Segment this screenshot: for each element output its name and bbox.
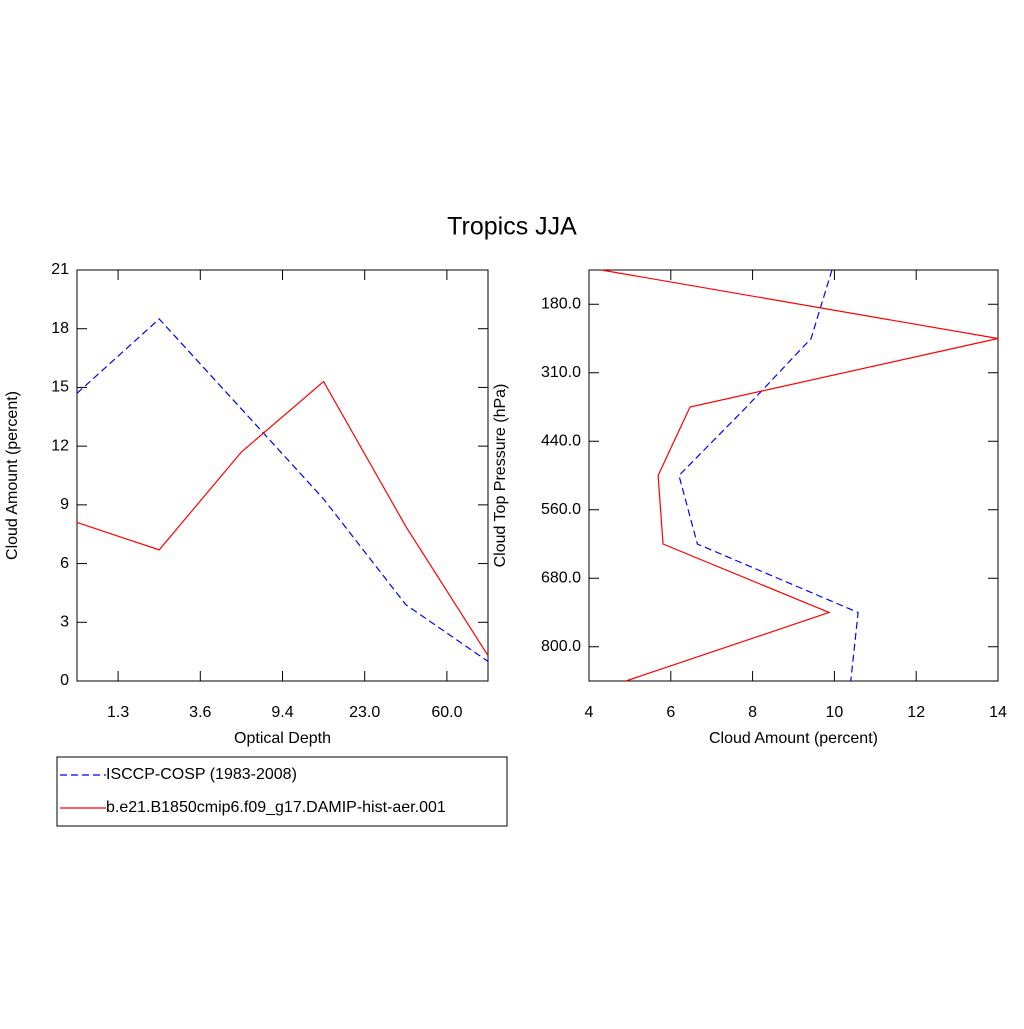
plot-frame <box>76 269 489 682</box>
y-tick-label: 800.0 <box>541 638 581 655</box>
series-line <box>76 380 489 656</box>
x-tick-label: 23.0 <box>349 704 380 721</box>
y-tick-label: 21 <box>51 261 69 278</box>
x-tick-label: 60.0 <box>431 704 462 721</box>
legend-label: b.e21.B1850cmip6.f09_g17.DAMIP-hist-aer.… <box>106 799 446 816</box>
y-tick-label: 440.0 <box>541 432 581 449</box>
x-tick-label: 12 <box>907 704 925 721</box>
y-axis-label: Cloud Top Pressure (hPa) <box>492 384 509 568</box>
series-line <box>601 269 999 682</box>
x-axis-label: Cloud Amount (percent) <box>709 730 878 747</box>
legend-box <box>56 756 508 827</box>
x-tick-label: 14 <box>989 704 1007 721</box>
x-tick-label: 6 <box>666 704 675 721</box>
y-tick-label: 12 <box>51 437 69 454</box>
x-axis-label: Optical Depth <box>234 730 331 747</box>
y-tick-label: 0 <box>60 672 69 689</box>
y-tick-label: 9 <box>60 496 69 513</box>
chart-title: Tropics JJA <box>447 213 577 241</box>
y-tick-label: 560.0 <box>541 501 581 518</box>
x-tick-label: 3.6 <box>189 704 211 721</box>
y-tick-label: 18 <box>51 320 69 337</box>
x-tick-label: 9.4 <box>271 704 293 721</box>
y-tick-label: 180.0 <box>541 295 581 312</box>
y-tick-label: 15 <box>51 379 69 396</box>
x-tick-label: 10 <box>826 704 844 721</box>
y-tick-label: 680.0 <box>541 569 581 586</box>
x-tick-label: 1.3 <box>107 704 129 721</box>
series-line <box>76 318 489 662</box>
x-tick-label: 4 <box>585 704 594 721</box>
series-line <box>678 269 859 682</box>
legend-label: ISCCP-COSP (1983-2008) <box>106 766 297 783</box>
x-tick-label: 8 <box>748 704 757 721</box>
y-tick-label: 3 <box>60 614 69 631</box>
y-axis-label: Cloud Amount (percent) <box>4 391 21 560</box>
y-tick-label: 310.0 <box>541 364 581 381</box>
plot-frame <box>588 269 999 682</box>
y-tick-label: 6 <box>60 555 69 572</box>
